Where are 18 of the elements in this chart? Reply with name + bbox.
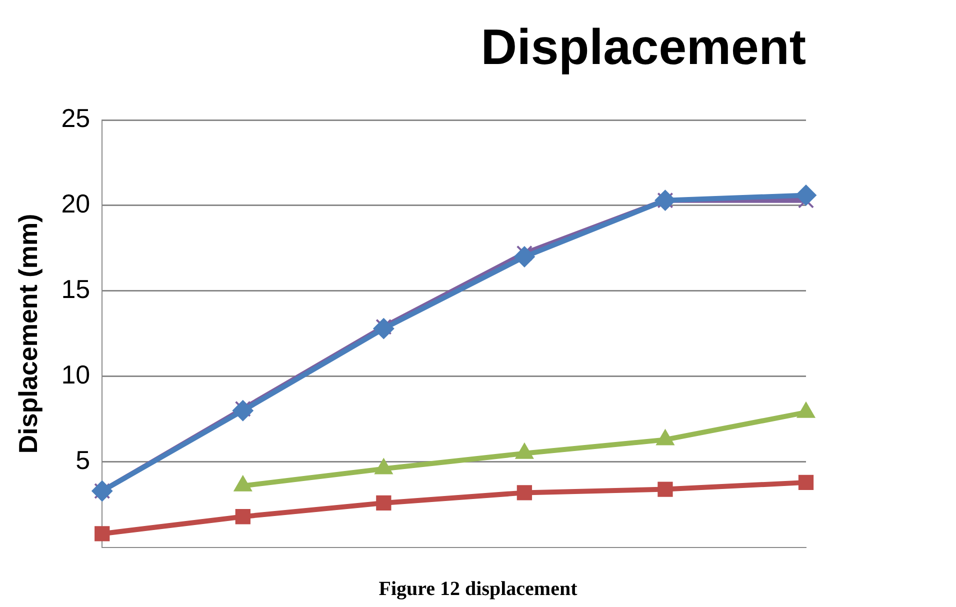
y-tick-label: 25 bbox=[61, 103, 90, 134]
point bbox=[798, 474, 814, 490]
point bbox=[658, 482, 673, 497]
y-tick-label: 5 bbox=[76, 445, 90, 476]
y-axis-title: Displacement (mm) bbox=[12, 214, 43, 454]
chart-title: Displacement bbox=[480, 18, 806, 75]
y-tick-label: 20 bbox=[61, 188, 90, 219]
point bbox=[796, 184, 816, 206]
point bbox=[373, 318, 394, 340]
y-tick-label: 15 bbox=[61, 274, 90, 304]
y-tick-label: 10 bbox=[61, 360, 90, 390]
point bbox=[376, 495, 392, 511]
point bbox=[514, 246, 535, 268]
point bbox=[232, 400, 254, 422]
caption: Figure 12 displacement bbox=[378, 578, 578, 601]
point bbox=[94, 526, 110, 542]
point bbox=[235, 509, 250, 524]
point bbox=[516, 485, 532, 500]
